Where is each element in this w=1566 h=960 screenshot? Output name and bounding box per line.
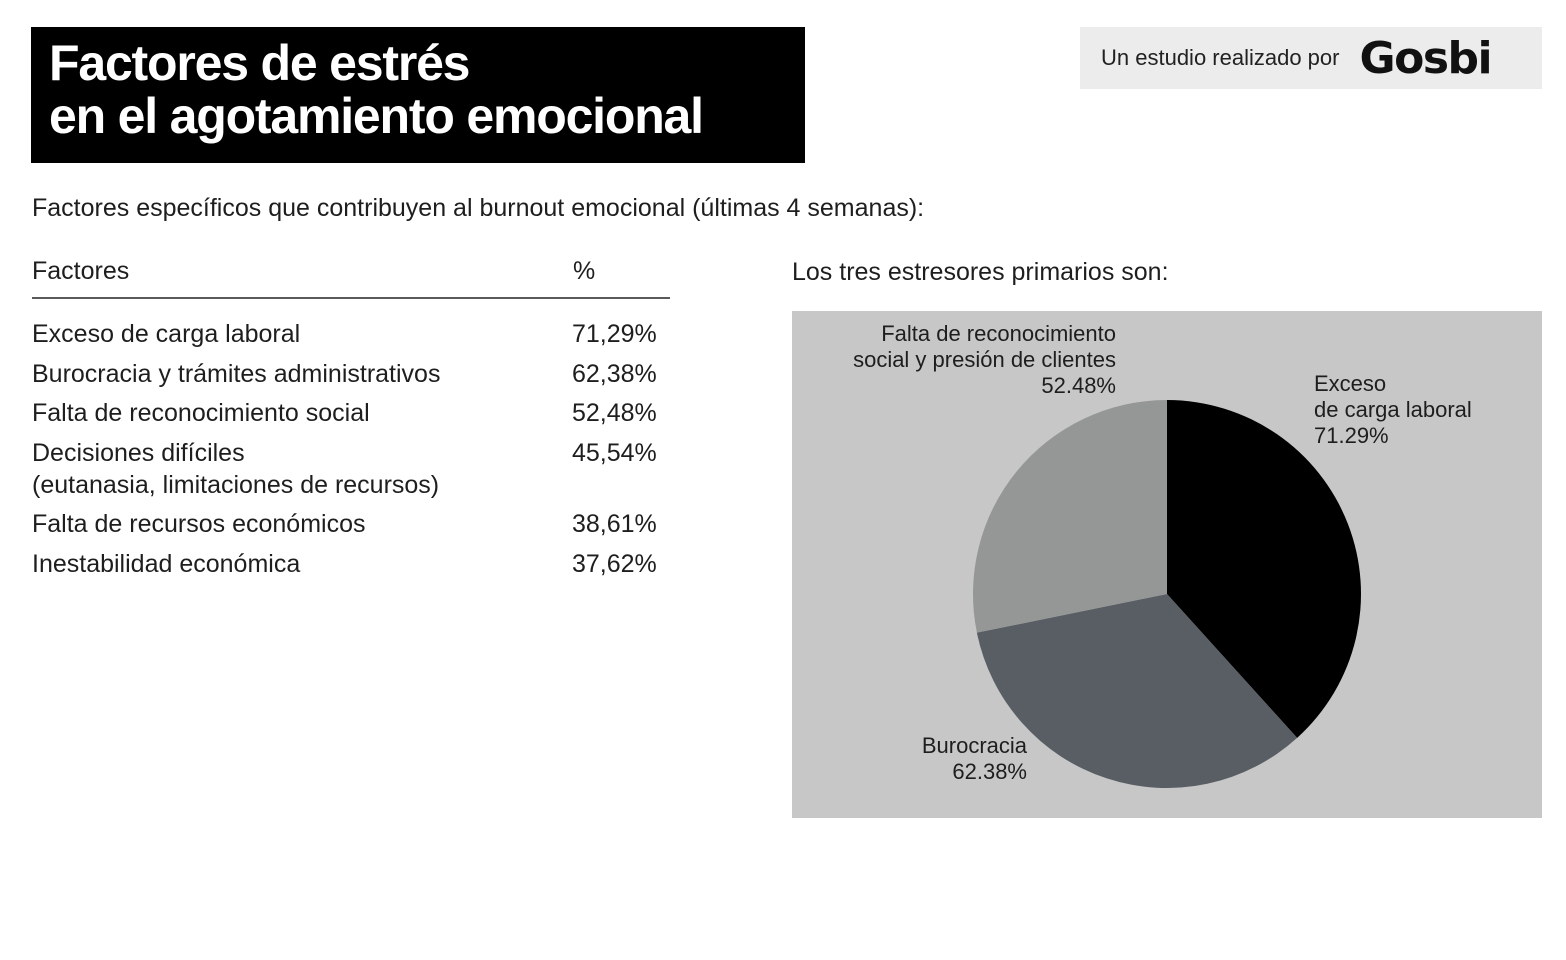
pie-label-line: de carga laboral (1314, 397, 1472, 422)
factor-percent: 38,61% (572, 510, 657, 538)
factor-name-line: Decisiones difíciles (32, 438, 245, 467)
factor-name: Exceso de carga laboral (32, 318, 552, 350)
brand-prefix: Un estudio realizado por (1101, 45, 1340, 70)
factor-name: Inestabilidad económica (32, 548, 552, 580)
factor-percent: 71,29% (572, 320, 657, 348)
pie-chart-panel: Falta de reconocimiento social y presión… (792, 311, 1542, 818)
title-line-1: Factores de estrés (49, 35, 470, 91)
pie-label-exceso: Exceso de carga laboral 71.29% (1314, 371, 1472, 449)
factor-name-line: Exceso de carga laboral (32, 320, 301, 348)
factor-name: Burocracia y trámites administrativos (32, 358, 552, 390)
factor-name-line: Inestabilidad económica (32, 549, 301, 578)
column-header-percent: % (573, 257, 596, 285)
pie-label-burocracia: Burocracia 62.38% (922, 733, 1027, 785)
factor-name-line: Burocracia y trámites administrativos (32, 359, 441, 388)
factors-table: Factores % Exceso de carga laboral 71,29%… (32, 255, 670, 587)
pie-label-line: Burocracia (921, 733, 1027, 758)
pie-label-line: Exceso (1314, 371, 1387, 396)
table-row: Exceso de carga laboral 71,29% (32, 318, 670, 350)
brand-credit: Un estudio realizado por Gosbi (1080, 27, 1542, 89)
title-line-2: en el agotamiento emocional (49, 88, 704, 144)
factor-name-line: Falta de reconocimiento social (32, 399, 370, 427)
pie-label-line: social y presión de clientes (853, 347, 1116, 372)
factor-percent: 52,48% (572, 399, 657, 427)
factor-name: Falta de reconocimiento social (32, 397, 552, 429)
pie-chart (973, 400, 1361, 788)
table-row: Falta de reconocimiento social 52,48% (32, 397, 670, 429)
pie-label-line: Falta de reconocimiento (881, 321, 1116, 346)
table-header: Factores % (32, 255, 670, 299)
pie-label-value: 62.38% (952, 759, 1027, 784)
table-row: Falta de recursos económicos 38,61% (32, 508, 670, 540)
factor-name-line: (eutanasia, limitaciones de recursos) (32, 470, 440, 499)
pie-label-value: 52.48% (1041, 373, 1116, 398)
table-row: Burocracia y trámites administrativos 62,… (32, 358, 670, 390)
factor-percent: 45,54% (572, 438, 657, 467)
factor-percent: 62,38% (572, 359, 657, 388)
pie-slice-reconocimiento (973, 400, 1167, 633)
column-header-factors: Factores (32, 257, 130, 285)
pie-slice-exceso (1167, 400, 1361, 738)
pie-label-reconocimiento: Falta de reconocimiento social y presión… (853, 321, 1116, 399)
table-body: Exceso de carga laboral 71,29% Burocracia … (32, 318, 670, 580)
table-row: Decisiones difíciles (eutanasia, limitaci… (32, 437, 670, 501)
title-banner: Factores de estrés en el agotamiento emo… (31, 27, 805, 163)
pie-slice-burocracia (976, 594, 1298, 788)
subtitle: Factores específicos que contribuyen al … (32, 194, 925, 222)
factor-name: Falta de recursos económicos (32, 508, 552, 540)
table-row: Inestabilidad económica 37,62% (32, 548, 670, 580)
factor-name-line: Falta de recursos económicos (32, 510, 366, 538)
chart-title: Los tres estresores primarios son: (792, 258, 1169, 286)
factor-name: Decisiones difíciles (eutanasia, limitaci… (32, 437, 552, 501)
gosbi-logo: Gosbi (1359, 32, 1492, 84)
factor-percent: 37,62% (572, 549, 657, 578)
pie-label-value: 71.29% (1314, 423, 1389, 448)
